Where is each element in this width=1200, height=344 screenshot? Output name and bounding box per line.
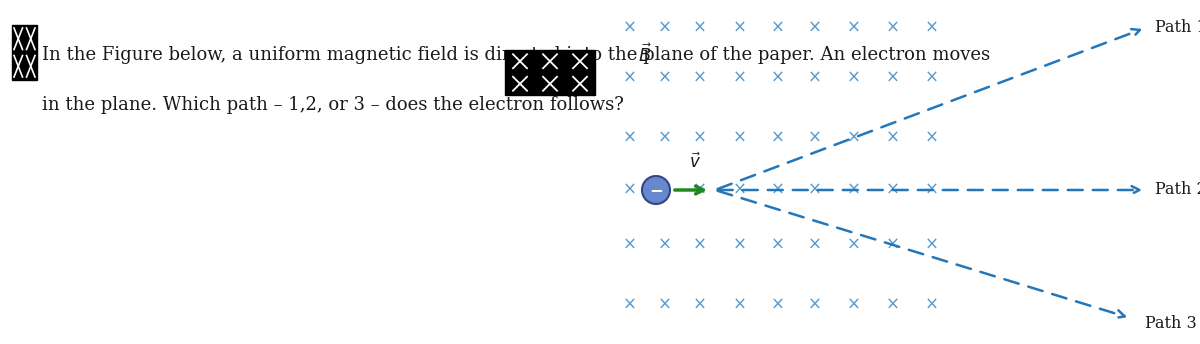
Text: ×: ×	[886, 181, 900, 199]
Text: ×: ×	[658, 236, 672, 254]
Text: $\vec{B}$: $\vec{B}$	[638, 44, 652, 66]
Text: −: −	[649, 181, 662, 199]
Text: ×: ×	[623, 129, 637, 147]
Text: ×: ×	[847, 296, 860, 314]
Text: ×: ×	[847, 69, 860, 87]
FancyArrowPatch shape	[674, 186, 703, 194]
Text: $\vec{v}$: $\vec{v}$	[689, 152, 701, 172]
Text: ×: ×	[886, 129, 900, 147]
Text: ×: ×	[694, 296, 707, 314]
Text: ×: ×	[623, 181, 637, 199]
Text: ×: ×	[733, 296, 746, 314]
Text: ×: ×	[925, 296, 938, 314]
Circle shape	[642, 176, 670, 204]
Text: ×: ×	[658, 181, 672, 199]
Text: ×: ×	[694, 181, 707, 199]
Text: ×: ×	[808, 181, 822, 199]
Text: in the plane. Which path – 1,2, or 3 – does the electron follows?: in the plane. Which path – 1,2, or 3 – d…	[42, 96, 624, 114]
Text: ×: ×	[733, 236, 746, 254]
Text: ×: ×	[623, 236, 637, 254]
Text: ×: ×	[886, 296, 900, 314]
Text: ×: ×	[847, 181, 860, 199]
Text: ×: ×	[694, 236, 707, 254]
Text: ×: ×	[808, 19, 822, 37]
Text: ×: ×	[623, 69, 637, 87]
Text: ×: ×	[733, 129, 746, 147]
Text: ×: ×	[886, 19, 900, 37]
Text: ×: ×	[658, 19, 672, 37]
Text: ×: ×	[658, 69, 672, 87]
Text: ×: ×	[658, 129, 672, 147]
Text: ×: ×	[694, 19, 707, 37]
Text: ×: ×	[658, 296, 672, 314]
Text: ×: ×	[925, 69, 938, 87]
Text: Path 2: Path 2	[1154, 182, 1200, 198]
Text: ×: ×	[925, 181, 938, 199]
Text: ×: ×	[925, 19, 938, 37]
Text: ×: ×	[772, 69, 785, 87]
Text: ×: ×	[886, 69, 900, 87]
Text: ×: ×	[694, 129, 707, 147]
Text: ×: ×	[847, 236, 860, 254]
Text: ×: ×	[772, 236, 785, 254]
Text: ×: ×	[733, 181, 746, 199]
Text: ×: ×	[623, 19, 637, 37]
Text: ×: ×	[772, 19, 785, 37]
Text: ×: ×	[623, 296, 637, 314]
Text: Path 3: Path 3	[1145, 314, 1196, 332]
Text: ×: ×	[847, 129, 860, 147]
Text: ×: ×	[808, 296, 822, 314]
Text: In the Figure below, a uniform magnetic field is directed into the plane of the : In the Figure below, a uniform magnetic …	[42, 46, 990, 64]
Bar	[12, 25, 37, 80]
Bar	[505, 50, 595, 95]
Text: ×: ×	[733, 69, 746, 87]
Text: ×: ×	[808, 236, 822, 254]
Text: Path 1: Path 1	[1154, 20, 1200, 36]
Text: ×: ×	[925, 129, 938, 147]
Text: ×: ×	[772, 296, 785, 314]
Text: ×: ×	[808, 129, 822, 147]
Text: ×: ×	[808, 69, 822, 87]
Text: ×: ×	[886, 236, 900, 254]
Text: ×: ×	[733, 19, 746, 37]
Text: ×: ×	[847, 19, 860, 37]
Text: ×: ×	[772, 181, 785, 199]
Text: ×: ×	[772, 129, 785, 147]
Text: ×: ×	[925, 236, 938, 254]
Text: ×: ×	[694, 69, 707, 87]
